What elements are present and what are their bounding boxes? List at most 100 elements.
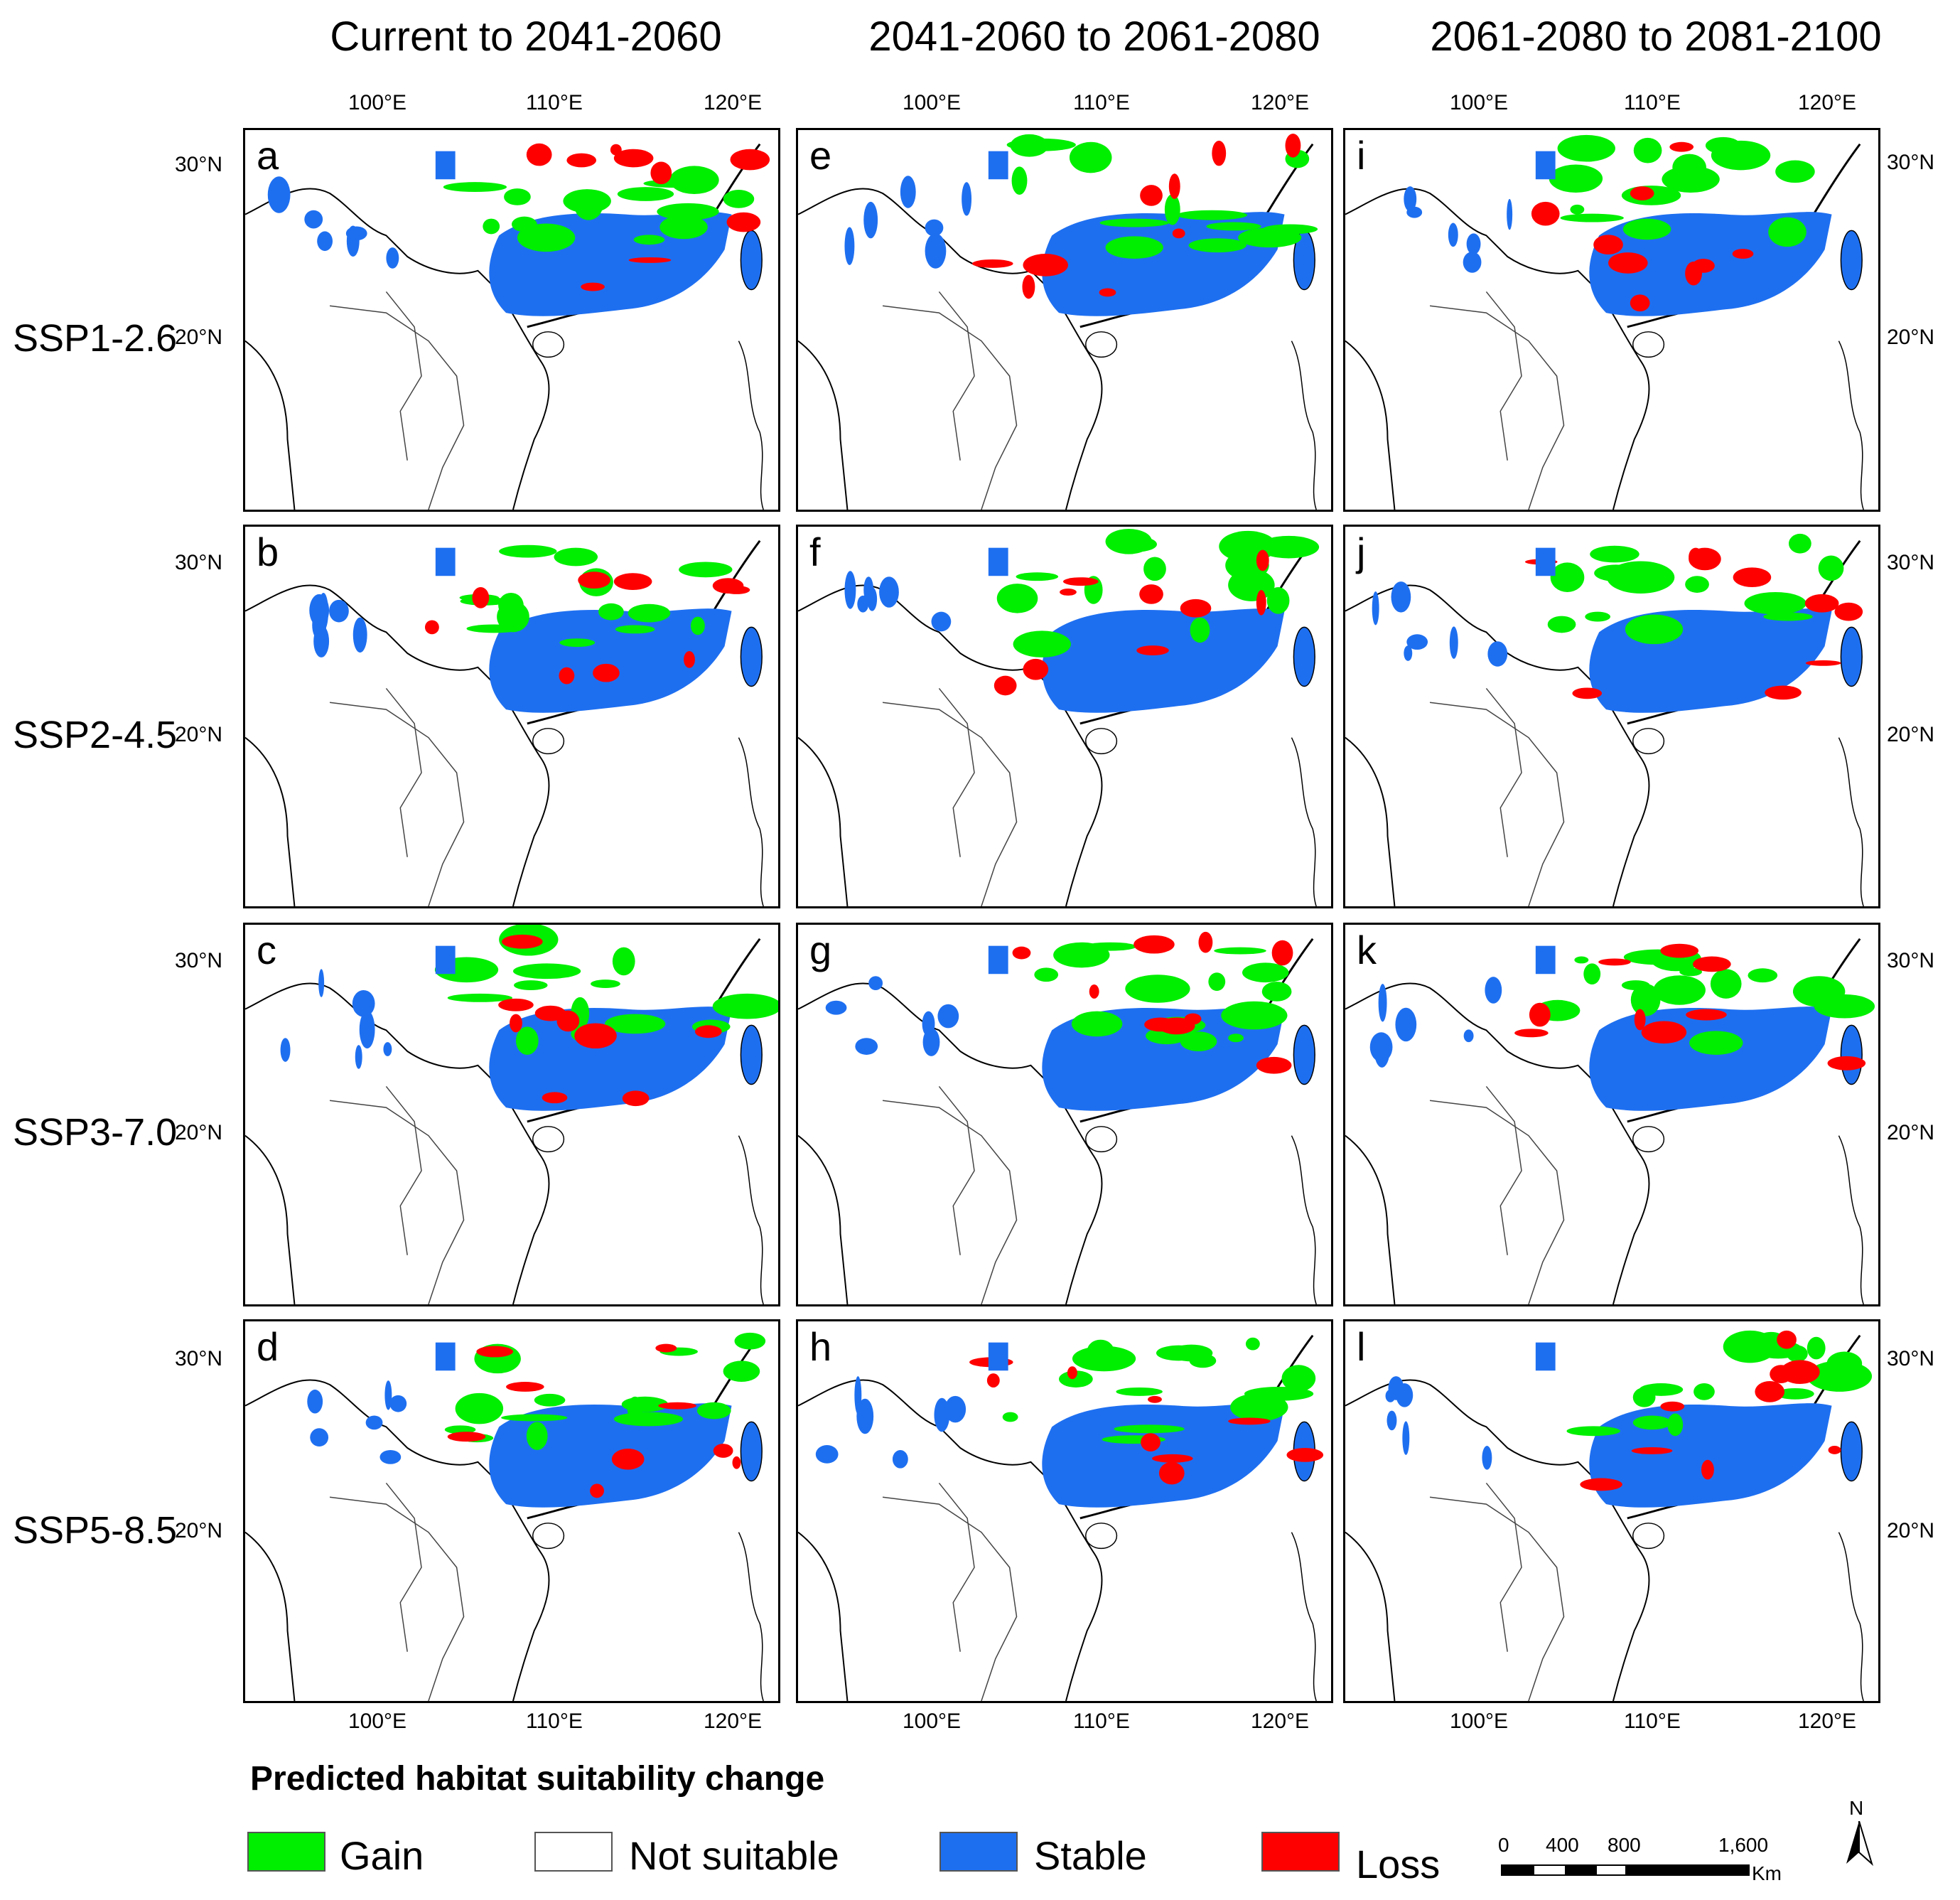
column-title-2: 2041-2060 to 2061-2080 — [868, 14, 1320, 60]
loss-patch — [506, 1382, 544, 1392]
lat-tick-right: 20°N — [1887, 326, 1935, 349]
stable-patch — [1404, 645, 1413, 661]
stable-patch — [925, 233, 947, 269]
gain-patch — [1622, 218, 1671, 240]
gain-patch — [1776, 1388, 1814, 1400]
stable-patch — [1378, 984, 1387, 1022]
stable-patch — [355, 1045, 362, 1069]
map-canvas — [798, 931, 1317, 1304]
lon-tick-top: 110°E — [1624, 91, 1681, 114]
stable-patch — [1388, 1376, 1404, 1400]
map-canvas — [798, 1334, 1324, 1701]
coastline — [1345, 1379, 1650, 1701]
lon-tick-bottom: 120°E — [1251, 1710, 1310, 1733]
gain-patch — [1188, 238, 1246, 253]
stable-patch — [988, 945, 1008, 975]
legend-swatch-not-suitable — [534, 1832, 613, 1872]
gain-patch — [1768, 217, 1806, 247]
stable-region — [489, 1403, 732, 1508]
island-taiwan — [1840, 1024, 1863, 1085]
stable-patch — [863, 201, 878, 239]
gain-patch — [1079, 142, 1106, 171]
loss-patch — [1271, 940, 1293, 966]
lon-tick-top: 110°E — [1073, 91, 1130, 114]
gain-patch — [1190, 617, 1210, 643]
loss-patch — [1834, 602, 1863, 621]
loss-patch — [1686, 1009, 1727, 1021]
lat-tick-right: 20°N — [1887, 1519, 1935, 1542]
loss-patch — [1531, 201, 1560, 226]
loss-patch — [1630, 186, 1654, 200]
lon-tick-top: 100°E — [903, 91, 962, 114]
stable-patch — [1395, 1007, 1417, 1042]
stable-patch — [1463, 1029, 1474, 1043]
panel-letter: j — [1357, 530, 1366, 574]
map-canvas — [245, 540, 764, 906]
lon-tick-bottom: 110°E — [526, 1710, 583, 1733]
loss-patch — [510, 1014, 522, 1033]
stable-patch — [352, 617, 367, 653]
coastline — [1345, 1134, 1396, 1304]
gain-patch — [1625, 614, 1684, 645]
gain-patch — [515, 1026, 539, 1055]
panel-letter: b — [257, 530, 279, 574]
lon-tick-top: 110°E — [526, 91, 583, 114]
coastline — [245, 1134, 296, 1304]
gain-patch — [1244, 1386, 1314, 1401]
island-taiwan — [740, 230, 763, 291]
stable-patch — [856, 1398, 874, 1434]
lat-tick-right: 20°N — [1887, 1121, 1935, 1144]
lat-tick-right: 20°N — [1887, 723, 1935, 746]
border-line — [1429, 305, 1565, 510]
gain-patch — [1143, 557, 1166, 581]
gain-patch — [1566, 1426, 1620, 1437]
lon-tick-top: 120°E — [704, 91, 763, 114]
gain-patch — [679, 562, 733, 578]
border-line — [882, 1100, 1018, 1304]
row-label-ssp245: SSP2-4.5 — [13, 714, 178, 756]
gain-patch — [443, 182, 507, 193]
stable-patch — [435, 547, 456, 576]
gain-patch — [1053, 942, 1110, 968]
column-title-1: Current to 2041-2060 — [330, 14, 722, 60]
map-canvas — [798, 528, 1320, 906]
loss-patch — [694, 1025, 722, 1038]
gain-patch — [613, 1412, 684, 1427]
gain-patch — [534, 1393, 566, 1407]
island-taiwan — [740, 1421, 763, 1482]
stable-region — [1589, 1007, 1832, 1111]
border-line — [882, 702, 1018, 906]
lat-tick-left: 20°N — [175, 326, 223, 349]
column-title-3: 2061-2080 to 2081-2100 — [1430, 14, 1882, 60]
stable-patch — [1404, 186, 1417, 212]
gain-patch — [444, 1425, 476, 1434]
coastline — [798, 1531, 849, 1701]
gain-patch — [659, 215, 708, 240]
stable-patch — [317, 231, 333, 252]
panel-letter: d — [257, 1324, 279, 1369]
map-canvas — [1345, 134, 1864, 510]
lon-tick-bottom: 100°E — [903, 1710, 962, 1733]
loss-patch — [1689, 547, 1703, 567]
gain-patch — [1266, 587, 1290, 614]
gain-patch — [598, 603, 624, 621]
loss-patch — [1770, 1365, 1792, 1384]
gain-patch — [1206, 222, 1261, 231]
gain-patch — [1574, 956, 1589, 964]
stable-patch — [825, 1000, 847, 1015]
stable-patch — [922, 1028, 940, 1056]
gain-patch — [1744, 591, 1806, 615]
loss-patch — [622, 1090, 650, 1107]
gain-patch — [1164, 193, 1180, 225]
gain-patch — [559, 638, 596, 648]
gain-patch — [1633, 137, 1662, 163]
loss-patch — [1701, 1459, 1714, 1480]
stable-region — [489, 1007, 732, 1111]
loss-patch — [581, 282, 605, 291]
loss-patch — [613, 573, 652, 590]
border-line — [938, 1482, 975, 1652]
gain-patch — [1549, 164, 1603, 193]
gain-patch — [1560, 213, 1624, 222]
lat-tick-left: 20°N — [175, 723, 223, 746]
gain-patch — [1002, 1412, 1018, 1422]
